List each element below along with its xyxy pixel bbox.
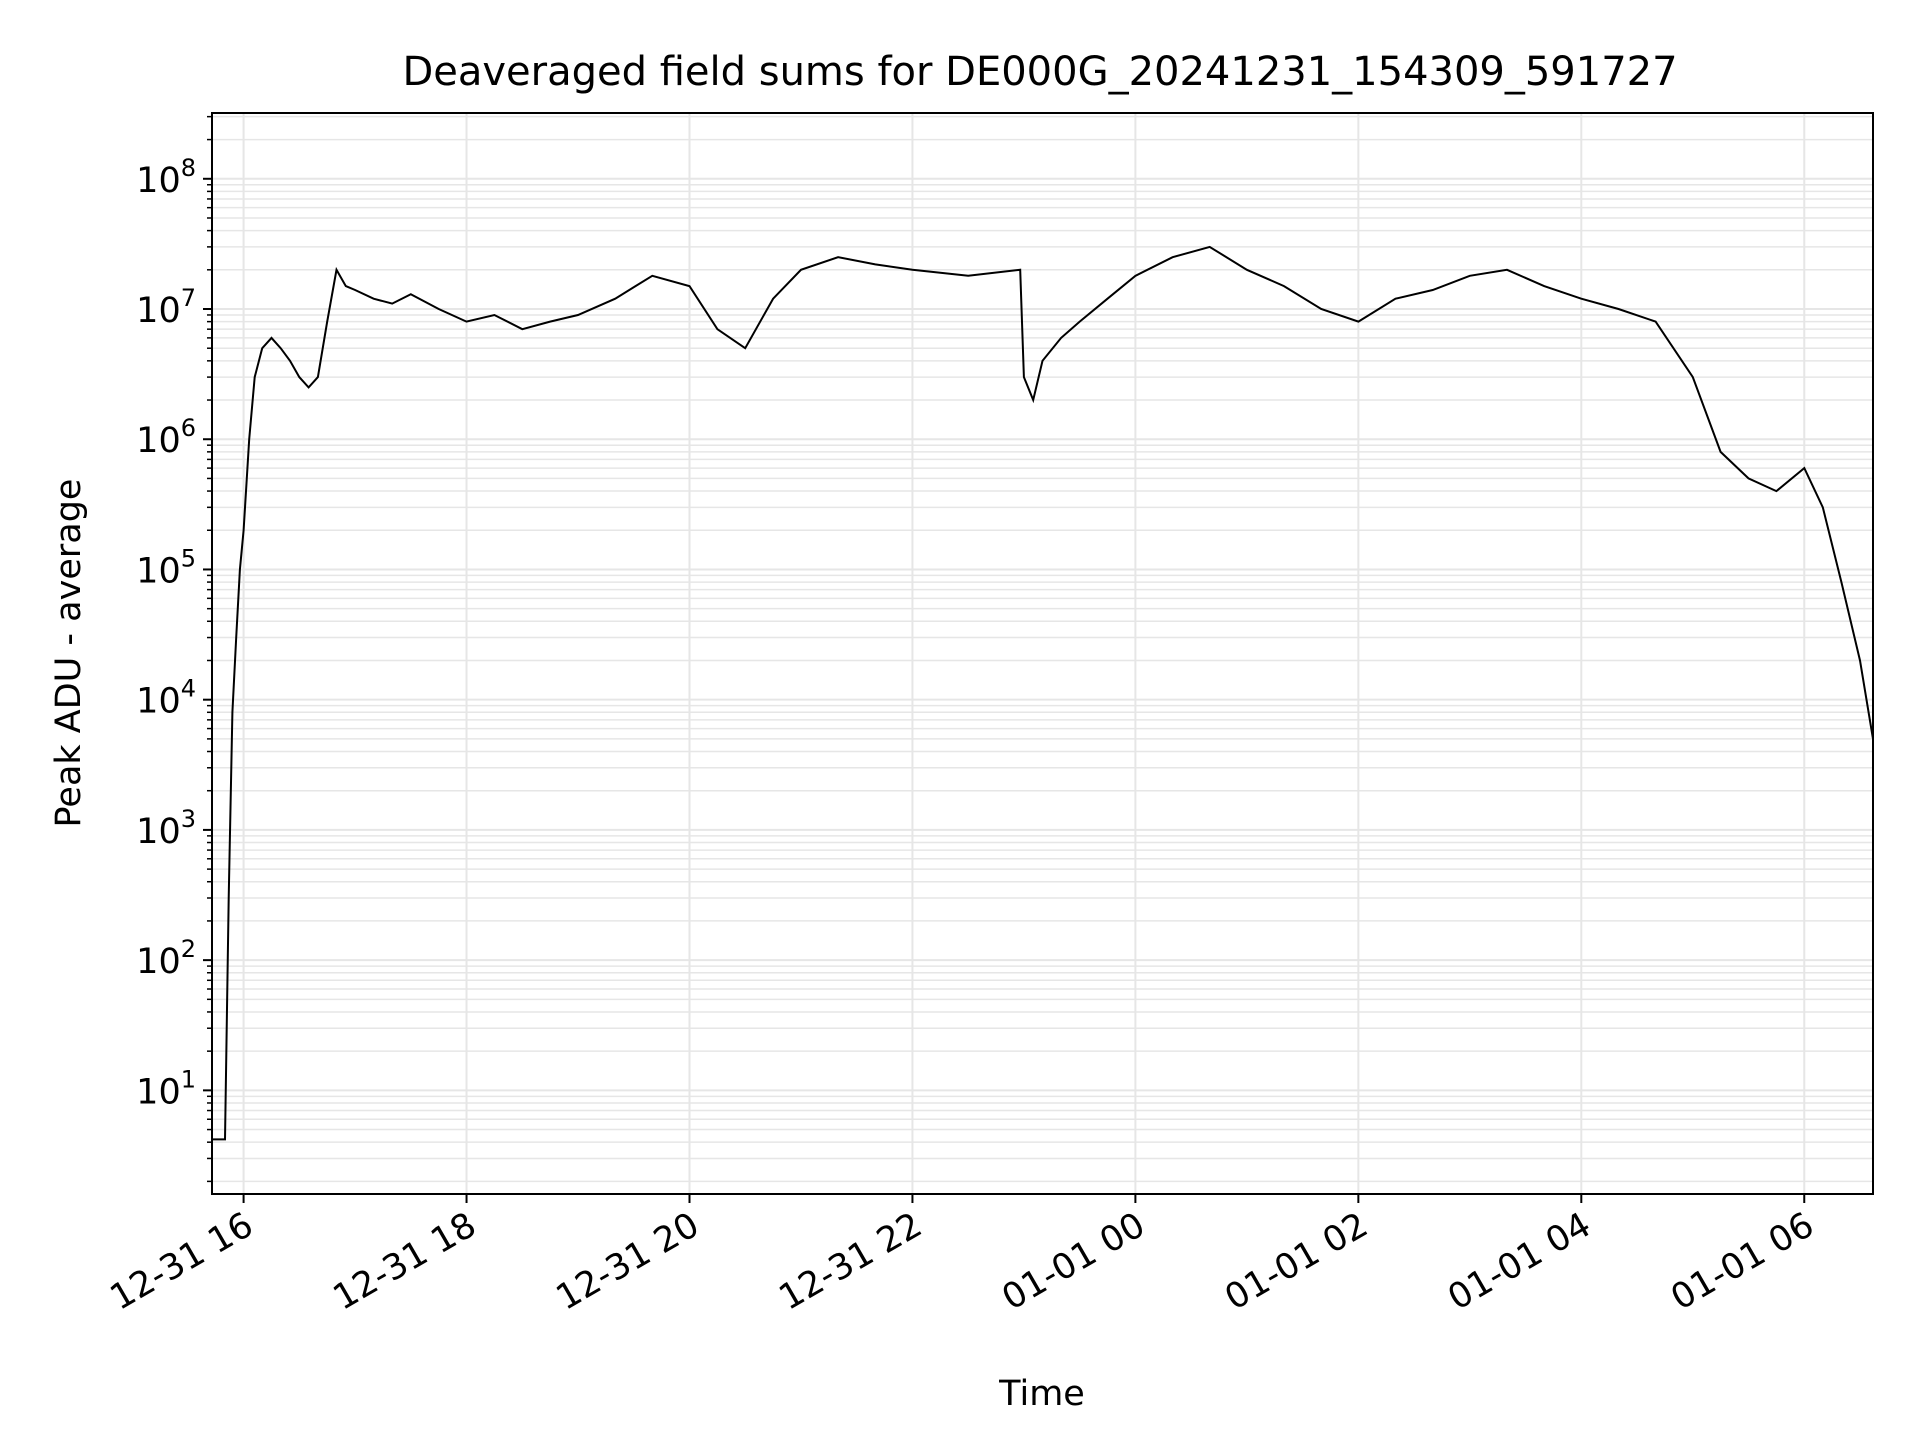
y-tick-label: 106 [136, 414, 196, 461]
y-tick-label: 105 [136, 544, 196, 591]
y-tick-label: 101 [136, 1065, 196, 1112]
y-tick-label: 107 [136, 284, 196, 331]
x-tick-label: 01-01 02 [1219, 1205, 1375, 1318]
x-tick-label: 12-31 20 [550, 1205, 706, 1318]
y-tick-label: 104 [136, 675, 196, 722]
x-tick-label: 01-01 06 [1664, 1205, 1820, 1318]
x-tick-label: 01-01 04 [1442, 1205, 1598, 1318]
series-layer [212, 245, 1874, 1141]
y-tick-label: 102 [136, 935, 196, 982]
x-tick-label: 12-31 16 [104, 1205, 260, 1318]
x-axis: 12-31 16 12-31 18 12-31 20 12-31 22 01-01 00… [104, 1194, 1821, 1318]
series-line-0 [212, 245, 1874, 1141]
y-axis: 101 102 103 104 105 106 107 108 [136, 115, 212, 1183]
x-tick-label: 01-01 00 [996, 1205, 1152, 1318]
y-axis-label: Peak ADU - average [49, 479, 89, 828]
x-tick-label: 12-31 22 [773, 1205, 929, 1318]
x-axis-label: Time [998, 1374, 1085, 1414]
y-tick-label: 108 [136, 154, 196, 201]
y-tick-label: 103 [136, 805, 196, 852]
chart-title: Deaveraged field sums for DE000G_2024123… [402, 49, 1677, 95]
x-tick-label: 12-31 18 [327, 1205, 483, 1318]
grid [212, 113, 1873, 1194]
plot-area [211, 112, 1874, 1195]
